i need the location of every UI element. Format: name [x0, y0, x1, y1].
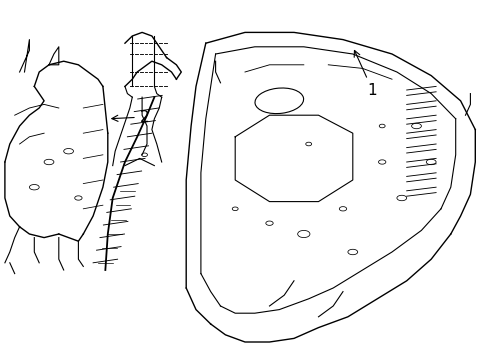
Text: 1: 1 — [354, 50, 377, 98]
Text: 2: 2 — [112, 109, 149, 125]
